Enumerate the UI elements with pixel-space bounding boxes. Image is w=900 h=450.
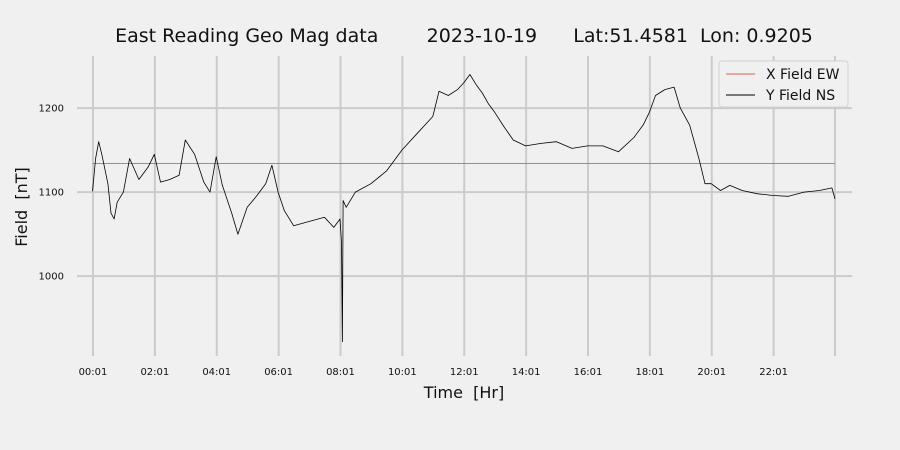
series-line-y-field-ns	[92, 74, 836, 343]
tick-label-layer: 00:01 02:01 04:01 06:01 08:01 10:01 12:01 14:01…	[39, 104, 788, 378]
x-tick-label: 08:01	[326, 367, 355, 378]
legend-label: Y Field NS	[765, 88, 835, 104]
y-tick-label: 1100	[39, 188, 64, 199]
legend-label: X Field EW	[766, 67, 840, 83]
x-tick-label: 22:01	[759, 367, 788, 378]
y-axis-label: Field [nT]	[12, 167, 31, 247]
x-tick-label: 10:01	[388, 367, 417, 378]
x-axis-label: Time [Hr]	[423, 383, 504, 402]
x-tick-label: 02:01	[140, 367, 169, 378]
y-tick-label: 1200	[39, 104, 64, 115]
x-tick-label: 04:01	[202, 367, 231, 378]
x-tick-label: 12:01	[450, 367, 479, 378]
x-tick-label: 14:01	[512, 367, 541, 378]
series-layer	[92, 74, 836, 343]
x-tick-label: 18:01	[635, 367, 664, 378]
x-tick-label: 16:01	[574, 367, 603, 378]
x-tick-label: 00:01	[79, 367, 108, 378]
legend: X Field EW Y Field NS	[718, 60, 849, 108]
x-tick-label: 06:01	[264, 367, 293, 378]
x-tick-label: 20:01	[697, 367, 726, 378]
y-tick-label: 1000	[39, 272, 64, 283]
chart-title: East Reading Geo Mag data 2023-10-19 Lat…	[115, 25, 813, 47]
